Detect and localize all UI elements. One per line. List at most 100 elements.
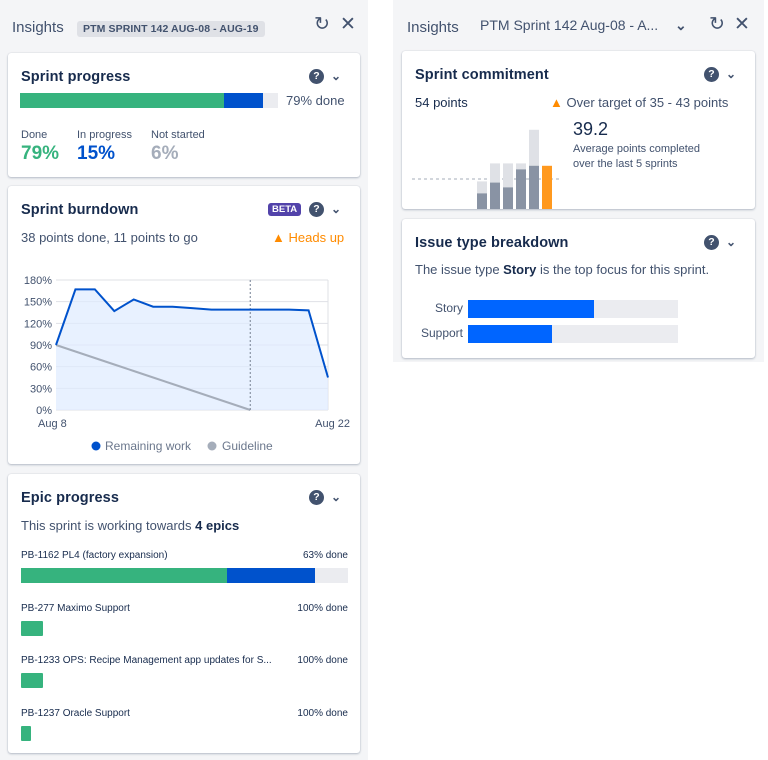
stat-value-not-started: 6% xyxy=(151,143,179,164)
panel-header: Insights PTM SPRINT 142 AUG-08 - AUG-19 … xyxy=(0,0,368,46)
epic-name[interactable]: PB-1237 Oracle Support xyxy=(21,708,130,719)
average-caption-1: Average points completed xyxy=(573,143,700,155)
burndown-summary: 38 points done, 11 points to go xyxy=(21,230,198,245)
legend-marker-remaining xyxy=(91,441,101,451)
beta-badge: BETA xyxy=(268,203,302,216)
refresh-icon[interactable]: ↻ xyxy=(709,14,725,35)
close-icon[interactable]: ✕ xyxy=(734,14,750,35)
legend-marker-guideline xyxy=(207,441,217,451)
stat-label-done: Done xyxy=(21,129,48,141)
y-tick-label: 180% xyxy=(24,275,52,287)
issue-type-sentence: The issue type Story is the top focus fo… xyxy=(415,262,709,277)
issue-type-card: Issue type breakdown ? ⌄ The issue type … xyxy=(402,219,755,358)
epic-summary-text: This sprint is working towards xyxy=(21,518,196,533)
commitment-bar xyxy=(490,182,500,209)
help-icon[interactable]: ? xyxy=(704,235,719,250)
epic-progress-card: Epic progress ? ⌄ This sprint is working… xyxy=(8,474,360,753)
y-tick-label: 150% xyxy=(24,297,52,309)
guideline-line xyxy=(55,344,251,411)
y-tick-label: 90% xyxy=(30,340,52,352)
epic-summary: This sprint is working towards 4 epics xyxy=(21,518,239,533)
progress-summary: 79% done xyxy=(286,93,345,108)
commitment-bar xyxy=(503,163,513,209)
chevron-down-icon[interactable]: ⌄ xyxy=(331,69,342,83)
sentence-prefix: The issue type xyxy=(415,262,504,277)
average-value: 39.2 xyxy=(573,119,609,139)
commitment-points: 54 points xyxy=(415,95,468,110)
chevron-down-icon[interactable]: ⌄ xyxy=(675,17,687,33)
sprint-commitment-card: Sprint commitment ? ⌄ 54 points ▲ Over t… xyxy=(402,51,755,209)
epic-progress-bar-done xyxy=(21,621,43,636)
remaining-work-line xyxy=(55,288,329,378)
progress-segment-in-progress xyxy=(227,568,316,583)
help-icon[interactable]: ? xyxy=(704,67,719,82)
sprint-progress-bar xyxy=(20,93,278,108)
help-icon[interactable]: ? xyxy=(309,202,324,217)
refresh-icon[interactable]: ↻ xyxy=(314,14,330,35)
stat-label-in-progress: In progress xyxy=(77,129,133,141)
help-icon[interactable]: ? xyxy=(309,69,324,84)
sprint-select[interactable]: PTM Sprint 142 Aug-08 - A... xyxy=(480,17,659,33)
y-tick-label: 120% xyxy=(24,318,52,330)
x-tick-label: Aug 8 xyxy=(38,418,67,430)
issue-type-label: Support xyxy=(420,326,463,340)
epic-progress-bar xyxy=(21,568,348,583)
epic-count: 4 epics xyxy=(195,518,240,533)
sentence-suffix: is the top focus for this sprint. xyxy=(536,262,710,277)
commitment-bar xyxy=(529,165,539,209)
epic-status: 100% done xyxy=(297,708,348,719)
stat-value-in-progress: 15% xyxy=(77,143,116,164)
commitment-chart xyxy=(412,129,562,209)
epic-name[interactable]: PB-1162 PL4 (factory expansion) xyxy=(21,550,168,561)
remaining-work-area xyxy=(56,289,328,410)
sprint-progress-card: Sprint progress ? ⌄ 79% done Done In pro… xyxy=(8,53,360,177)
chevron-down-icon[interactable]: ⌄ xyxy=(726,235,737,249)
issue-type-track xyxy=(468,300,678,318)
card-title: Sprint burndown xyxy=(21,202,139,218)
insights-panel-right: Insights PTM Sprint 142 Aug-08 - A... ⌄ … xyxy=(393,0,764,362)
epic-progress-bar-done xyxy=(21,673,43,688)
stat-label-not-started: Not started xyxy=(151,129,205,141)
commitment-warning: ▲ Over target of 35 - 43 points xyxy=(550,95,728,110)
warning-label: Over target of 35 - 43 points xyxy=(566,95,729,110)
card-title: Epic progress xyxy=(21,490,119,506)
card-title: Issue type breakdown xyxy=(415,235,569,251)
card-title: Sprint commitment xyxy=(415,67,549,83)
issue-type-label: Story xyxy=(434,301,463,315)
epic-name[interactable]: PB-277 Maximo Support xyxy=(21,603,130,614)
chevron-down-icon[interactable]: ⌄ xyxy=(331,202,342,216)
warning-icon: ▲ xyxy=(272,230,285,245)
epic-name[interactable]: PB-1233 OPS: Recipe Management app updat… xyxy=(21,655,272,666)
burndown-chart: 0% 30% 60% 90% 120% 150% 180% Aug 8 Aug 22 Rem… xyxy=(24,275,350,453)
progress-segment-done xyxy=(20,93,224,108)
card-title: Sprint progress xyxy=(21,69,131,85)
legend-label-guideline: Guideline xyxy=(222,439,273,453)
epic-status: 100% done xyxy=(297,655,348,666)
insights-panel-left: Insights PTM SPRINT 142 AUG-08 - AUG-19 … xyxy=(0,0,368,760)
commitment-bar xyxy=(516,169,526,209)
panel-title: Insights xyxy=(12,19,64,36)
y-tick-label: 0% xyxy=(36,405,52,417)
help-icon[interactable]: ? xyxy=(309,490,324,505)
panel-title: Insights xyxy=(407,19,459,36)
warning-label: Heads up xyxy=(288,230,345,245)
stat-value-done: 79% xyxy=(21,143,60,164)
chevron-down-icon[interactable]: ⌄ xyxy=(726,67,737,81)
epic-progress-bar-done xyxy=(21,726,31,741)
panel-header: Insights PTM Sprint 142 Aug-08 - A... ⌄ … xyxy=(393,0,764,46)
chevron-down-icon[interactable]: ⌄ xyxy=(331,490,342,504)
legend-label-remaining: Remaining work xyxy=(105,439,192,453)
warning-icon: ▲ xyxy=(550,95,563,110)
epic-status: 100% done xyxy=(297,603,348,614)
heads-up-warning[interactable]: ▲ Heads up xyxy=(272,230,344,245)
commitment-bar xyxy=(542,165,552,209)
sprint-burndown-card: Sprint burndown BETA ? ⌄ 38 points done,… xyxy=(8,186,360,464)
issue-type-bar xyxy=(468,325,552,343)
epic-status: 63% done xyxy=(302,550,348,561)
average-caption-2: over the last 5 sprints xyxy=(573,158,678,170)
y-tick-label: 60% xyxy=(30,362,52,374)
y-tick-label: 30% xyxy=(30,383,52,395)
issue-type-track xyxy=(468,325,678,343)
close-icon[interactable]: ✕ xyxy=(340,14,356,35)
issue-type-bar xyxy=(468,300,594,318)
